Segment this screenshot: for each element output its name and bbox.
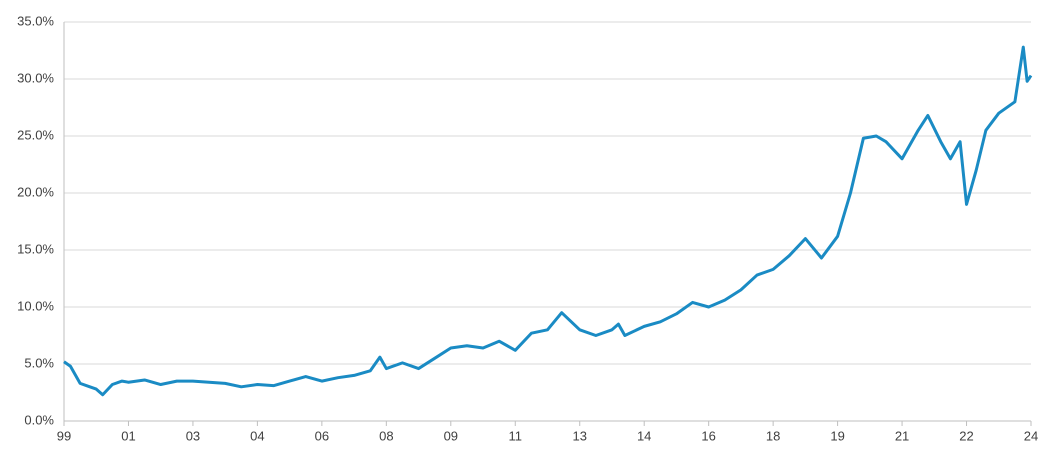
- y-tick-label: 20.0%: [17, 184, 54, 199]
- x-tick-label: 04: [250, 428, 264, 443]
- y-tick-label: 15.0%: [17, 241, 54, 256]
- x-tick-label: 11: [509, 428, 523, 443]
- x-tick-label: 18: [766, 428, 780, 443]
- x-tick-label: 06: [315, 428, 329, 443]
- x-tick-label: 09: [444, 428, 458, 443]
- x-tick-label: 99: [57, 428, 71, 443]
- y-tick-label: 25.0%: [17, 127, 54, 142]
- y-tick-label: 10.0%: [17, 298, 54, 313]
- y-tick-label: 35.0%: [17, 13, 54, 28]
- y-tick-label: 30.0%: [17, 70, 54, 85]
- x-tick-label: 16: [701, 428, 715, 443]
- x-tick-label: 21: [895, 428, 909, 443]
- x-tick-label: 14: [637, 428, 651, 443]
- y-tick-label: 0.0%: [24, 412, 54, 427]
- x-tick-label: 03: [186, 428, 200, 443]
- x-tick-label: 19: [830, 428, 844, 443]
- y-tick-label: 5.0%: [24, 355, 54, 370]
- x-tick-label: 13: [572, 428, 586, 443]
- x-tick-label: 01: [121, 428, 135, 443]
- x-tick-label: 22: [959, 428, 973, 443]
- data-line: [63, 45, 1033, 397]
- x-tick-label: 08: [379, 428, 393, 443]
- x-tick-label: 24: [1024, 428, 1038, 443]
